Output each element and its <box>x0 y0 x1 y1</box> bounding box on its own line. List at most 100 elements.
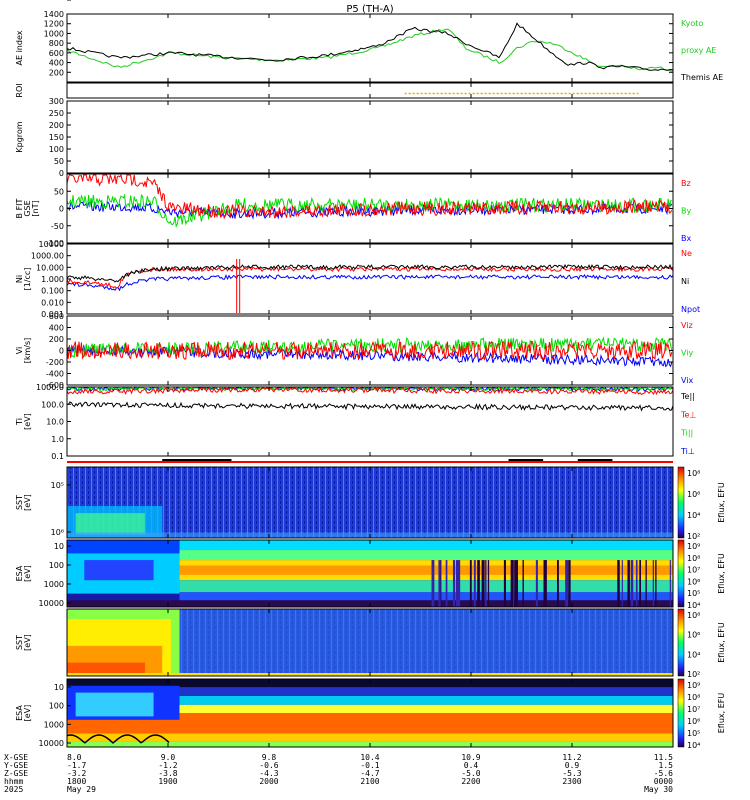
kp-panel-frame <box>66 100 674 174</box>
esa-i-ytick-label: 10 <box>54 683 64 692</box>
esa-e-dropout <box>455 560 459 607</box>
esa-i-ylabel: ESA <box>15 705 24 721</box>
esa-e-dropout <box>484 560 487 607</box>
density-ytick-label: 0.001 <box>41 310 64 319</box>
density-legend-0: Ne <box>681 249 692 258</box>
footer-value-3-1: -0.1 <box>360 761 379 770</box>
footer-row-label-0: X-GSE <box>4 753 28 762</box>
ae-ytick-label: 1400 <box>44 10 64 19</box>
esa-e-dropout <box>515 560 518 607</box>
esa-e-dropout <box>481 560 485 607</box>
density-ytick-label: 1.000 <box>41 275 64 284</box>
esa-e-dropout <box>469 560 472 607</box>
footer-value-4-2: -5.0 <box>461 769 480 778</box>
sst-e-band-1 <box>75 513 145 535</box>
kp-ytick-label: 100 <box>49 145 64 154</box>
footer-value-1-3: 1900 <box>158 777 177 786</box>
esa-e-dropout <box>627 560 630 607</box>
esa-e-band-8 <box>179 592 674 601</box>
footer-value-1-1: -1.2 <box>158 761 177 770</box>
footer-value-4-3: 2200 <box>461 777 480 786</box>
bfield-ylabel: B FIT <box>15 198 24 218</box>
bfield-series-1 <box>66 193 672 228</box>
bfield-ytick-label: -100 <box>46 239 64 248</box>
esa-e-dropout <box>477 560 480 607</box>
esa-e-band-3 <box>179 540 674 551</box>
esa-e-dropout <box>652 560 654 607</box>
temperature-ytick-label: 1000.0 <box>36 383 64 392</box>
footer-value-4-1: 0.4 <box>464 761 479 770</box>
footer-value-1-2: -3.8 <box>158 769 177 778</box>
esa-i-band-2 <box>67 696 673 705</box>
density-series-1 <box>66 263 674 283</box>
sst-i-colorbar-label: Eflux, EFU <box>717 622 726 663</box>
esa-i-ytick-label: 10000 <box>39 739 64 748</box>
esa-i-ytick-label: 1000 <box>44 720 64 729</box>
esa-e-colorbar <box>677 539 685 608</box>
footer-value-3-2: -4.7 <box>360 769 379 778</box>
temperature-legend-0: Te|| <box>680 392 695 401</box>
esa-e-dropout <box>445 560 448 607</box>
density-legend-1: Ni <box>681 277 689 286</box>
footer-value-0-4: May 29 <box>67 785 96 794</box>
mode-strip-red <box>67 461 673 463</box>
bfield-ytick-label: 50 <box>54 187 64 196</box>
esa-i-colorbar-label: Eflux, EFU <box>717 693 726 734</box>
kp-ytick-label: 50 <box>54 157 64 166</box>
footer-value-4-0: 10.9 <box>461 753 480 762</box>
density-ytick-label: 0.100 <box>41 287 64 296</box>
temperature-legend-2: Ti|| <box>680 429 693 438</box>
sst-e-colorbar-label: Eflux, EFU <box>717 482 726 523</box>
esa-e-ytick-label: 1000 <box>44 580 64 589</box>
sst-e-ytick-label: 10⁵ <box>51 481 64 490</box>
footer-row-label-4: 2025 <box>4 785 23 794</box>
esa-i-colorbar-tick: 10⁴ <box>687 741 700 750</box>
density-ytick-label: 10000 <box>39 240 64 249</box>
esa-i-band-0 <box>67 679 673 688</box>
sst-e-ylabel: SST <box>15 495 24 510</box>
esa-e-ylabel: [eV] <box>23 565 32 582</box>
esa-e-dropout <box>617 560 620 607</box>
velocity-legend-2: Vix <box>681 376 694 385</box>
esa-e-ytick-label: 10 <box>54 542 64 551</box>
ae-legend-1: proxy AE <box>681 46 716 55</box>
esa-e-colorbar-label: Eflux, EFU <box>717 553 726 594</box>
sst-i-ylabel: SST <box>15 635 24 650</box>
esa-i-band-3 <box>67 704 673 713</box>
esa-e-colorbar-tick: 10⁶ <box>687 577 700 586</box>
esa-i-colorbar-tick: 10⁸ <box>687 693 700 702</box>
sst-e-colorbar-tick: 10⁴ <box>687 511 700 520</box>
footer-value-0-1: -1.7 <box>67 761 86 770</box>
esa-e-dropout <box>635 560 638 607</box>
bfield-ytick-label: -50 <box>51 222 64 231</box>
temperature-panel-frame <box>66 386 674 457</box>
sst-i-colorbar-tick: 10⁴ <box>687 650 700 659</box>
footer-value-6-3: 0000 <box>654 777 673 786</box>
esa-i-colorbar-tick: 10⁹ <box>687 681 700 690</box>
esa-i-colorbar-tick: 10⁷ <box>687 705 700 714</box>
density-panel-frame <box>66 243 674 315</box>
esa-e-dropout <box>452 560 455 607</box>
esa-i-band-1 <box>67 687 673 696</box>
temperature-ylabel: [eV] <box>23 413 32 430</box>
kp-ytick-label: 300 <box>49 97 64 106</box>
sst-e-ytick-label: 10⁶ <box>51 528 64 537</box>
sst-i-band-3 <box>67 662 145 676</box>
footer-value-5-0: 11.2 <box>562 753 581 762</box>
esa-e-colorbar-tick: 10⁹ <box>687 542 700 551</box>
esa-i-ytick-label: 100 <box>49 702 64 711</box>
ae-series-0 <box>66 28 674 72</box>
velocity-series-0 <box>66 340 673 361</box>
footer-value-6-1: 1.5 <box>659 761 674 770</box>
esa-e-colorbar-tick: 10⁸ <box>687 554 700 563</box>
mode-strip-burst-2 <box>577 459 613 461</box>
footer-value-0-3: 1800 <box>67 777 86 786</box>
esa-e-dropout <box>503 560 506 607</box>
density-ylabel: [1/cc] <box>23 268 32 291</box>
footer-value-3-3: 2100 <box>360 777 379 786</box>
ae-series-1 <box>66 22 674 71</box>
ae-ytick-label: 600 <box>49 49 64 58</box>
esa-e-dropout <box>669 560 671 607</box>
esa-i-band-4 <box>67 713 673 734</box>
esa-e-dropout <box>621 560 623 607</box>
